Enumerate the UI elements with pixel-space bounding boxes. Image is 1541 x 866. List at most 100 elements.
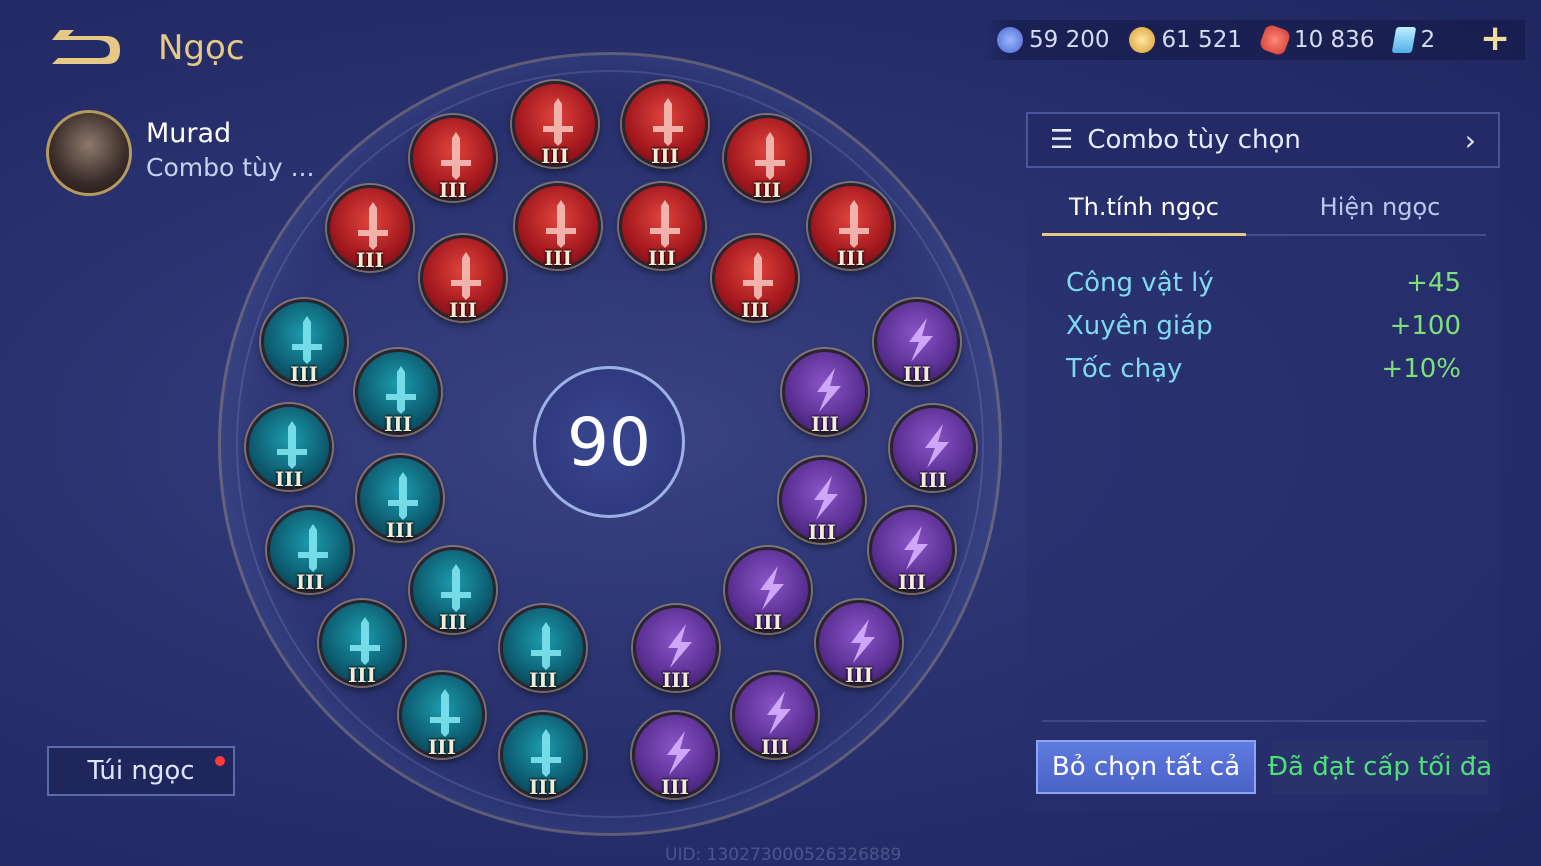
back-arrow-icon[interactable]	[48, 28, 124, 70]
currency-card: 2	[1392, 27, 1435, 53]
gem-tier: III	[438, 178, 468, 202]
sword-icon	[839, 200, 869, 248]
purple-gem-slot[interactable]: III	[874, 299, 960, 386]
stat-row: Công vật lý +45	[1066, 268, 1461, 298]
currency-blue-coin: 59 200	[997, 27, 1109, 53]
page-title: Ngọc	[158, 28, 245, 68]
lightning-icon	[760, 566, 784, 610]
sword-icon	[298, 524, 328, 572]
deselect-all-button[interactable]: Bỏ chọn tất cả	[1036, 740, 1256, 794]
teal-gem-slot[interactable]: III	[399, 672, 485, 759]
sword-icon	[531, 622, 561, 670]
gem-tier: III	[438, 610, 468, 634]
divider	[1042, 720, 1486, 722]
gem-board-inner-ring	[236, 70, 984, 818]
red-gem-slot[interactable]: III	[619, 183, 705, 270]
sword-icon	[386, 366, 416, 414]
sword-icon	[430, 689, 460, 737]
lightning-icon	[851, 619, 875, 663]
teal-gem-slot[interactable]: III	[267, 507, 353, 594]
sword-icon	[388, 472, 418, 520]
red-gem-slot[interactable]: III	[622, 81, 708, 168]
max-level-button[interactable]: Đã đạt cấp tối đa	[1268, 740, 1492, 794]
card-icon	[1392, 27, 1417, 53]
gem-bag-button[interactable]: Túi ngọc	[47, 746, 235, 796]
lightning-icon	[667, 731, 691, 775]
currency-gold-coin: 61 521	[1129, 27, 1242, 53]
sword-icon	[441, 132, 471, 180]
red-gem-slot[interactable]: III	[327, 185, 413, 272]
gem-tier: III	[383, 412, 413, 436]
teal-gem-slot[interactable]: III	[355, 349, 441, 436]
teal-gem-slot[interactable]: III	[261, 299, 347, 386]
red-gem-slot[interactable]: III	[410, 115, 496, 202]
sword-icon	[451, 252, 481, 300]
gem-tier: III	[289, 362, 319, 386]
gem-tier: III	[902, 362, 932, 386]
teal-gem-slot[interactable]: III	[410, 547, 496, 634]
purple-gem-slot[interactable]: III	[725, 547, 811, 634]
purple-gem-slot[interactable]: III	[779, 457, 865, 544]
add-currency-button[interactable]: +	[1480, 18, 1511, 59]
lightning-icon	[767, 691, 791, 735]
sword-icon	[441, 564, 471, 612]
lightning-icon	[817, 368, 841, 412]
purple-gem-slot[interactable]: III	[732, 672, 818, 759]
red-gem-slot[interactable]: III	[724, 115, 810, 202]
gem-tier: III	[528, 668, 558, 692]
stat-row: Xuyên giáp +100	[1066, 311, 1461, 341]
gem-tier: III	[918, 468, 948, 492]
gem-tier: III	[355, 248, 385, 272]
lightning-icon	[925, 424, 949, 468]
sword-icon	[358, 202, 388, 250]
hero-combo: Combo tùy ...	[146, 153, 315, 182]
notification-dot	[215, 756, 225, 766]
purple-gem-slot[interactable]: III	[782, 349, 868, 436]
sword-icon	[292, 316, 322, 364]
lightning-icon	[668, 624, 692, 668]
teal-gem-slot[interactable]: III	[500, 712, 586, 799]
teal-gem-slot[interactable]: III	[500, 605, 586, 692]
gem-tier: III	[807, 520, 837, 544]
red-gem-slot[interactable]: III	[512, 81, 598, 168]
red-gem-slot[interactable]: III	[420, 235, 506, 322]
hero-info[interactable]: Murad Combo tùy ...	[46, 110, 314, 196]
sword-icon	[350, 617, 380, 665]
gem-tier: III	[740, 298, 770, 322]
teal-gem-slot[interactable]: III	[357, 455, 443, 542]
purple-gem-slot[interactable]: III	[632, 712, 718, 799]
gem-tier: III	[661, 668, 691, 692]
stat-row: Tốc chạy +10%	[1066, 354, 1461, 384]
sword-icon	[531, 729, 561, 777]
combo-select-button[interactable]: ☰ Combo tùy chọn ›	[1026, 112, 1500, 168]
purple-gem-slot[interactable]: III	[816, 600, 902, 687]
teal-gem-slot[interactable]: III	[246, 404, 332, 491]
gem-board-ring	[218, 52, 1002, 836]
gem-tier: III	[897, 570, 927, 594]
red-gem-slot[interactable]: III	[808, 183, 894, 270]
gem-tier: III	[347, 663, 377, 687]
purple-gem-slot[interactable]: III	[890, 405, 976, 492]
tab-show-gems[interactable]: Hiện ngọc	[1319, 193, 1441, 221]
gold-coin-icon	[1129, 27, 1156, 53]
purple-gem-slot[interactable]: III	[633, 605, 719, 692]
gem-tier: III	[844, 663, 874, 687]
lightning-icon	[904, 526, 928, 570]
avatar	[46, 110, 132, 196]
blue-coin-icon	[997, 27, 1023, 53]
sword-icon	[755, 132, 785, 180]
tab-gem-stats[interactable]: Th.tính ngọc	[1042, 188, 1246, 236]
gem-tier: III	[448, 298, 478, 322]
gem-tier: III	[543, 246, 573, 270]
side-panel: ☰ Combo tùy chọn › Th.tính ngọc Hiện ngọc …	[1026, 112, 1500, 812]
purple-gem-slot[interactable]: III	[869, 507, 955, 594]
gem-tier: III	[836, 246, 866, 270]
red-gem-slot[interactable]: III	[515, 183, 601, 270]
sword-icon	[543, 98, 573, 146]
gem-tier: III	[647, 246, 677, 270]
red-gem-slot[interactable]: III	[712, 235, 798, 322]
gem-tier: III	[650, 144, 680, 168]
teal-gem-slot[interactable]: III	[319, 600, 405, 687]
gem-tier: III	[752, 178, 782, 202]
chevron-right-icon: ›	[1464, 123, 1476, 157]
